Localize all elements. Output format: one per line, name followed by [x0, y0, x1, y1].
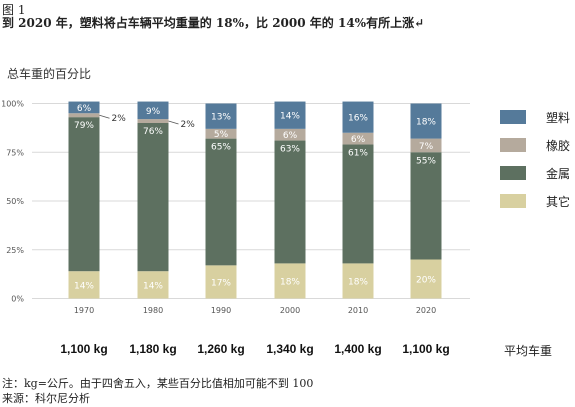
chart-note: 注：kg=公斤。由于四舍五入，某些百分比值相加可能不到 100	[2, 377, 314, 390]
data-label: 61%	[348, 148, 368, 158]
y-tick-label: 50%	[6, 197, 24, 206]
data-label: 18%	[280, 277, 300, 287]
data-label: 6%	[77, 104, 92, 114]
legend-item: 塑料	[500, 103, 570, 131]
data-label: 5%	[214, 130, 229, 140]
data-label: 2%	[181, 120, 196, 130]
bar-segment-rubber	[68, 113, 100, 118]
legend-label: 其它	[546, 194, 571, 209]
weight-label: 1,100 kg	[60, 342, 107, 356]
data-label: 6%	[283, 131, 298, 141]
data-label: 65%	[211, 143, 231, 153]
bar-segment-plastic	[137, 101, 169, 120]
y-tick-label: 0%	[11, 295, 24, 304]
bar-segment-other	[410, 259, 442, 299]
weights-row-label: 平均车重	[504, 344, 553, 358]
bar-segment-metal	[205, 138, 237, 266]
data-label: 14%	[74, 281, 94, 291]
chart-legend: 塑料 橡胶 金属 其它	[500, 103, 570, 215]
bar-segment-rubber	[205, 128, 237, 139]
legend-item: 橡胶	[500, 131, 570, 159]
bar-segment-metal	[342, 144, 374, 264]
x-tick-label: 2010	[348, 306, 368, 315]
legend-item: 金属	[500, 159, 570, 187]
legend-swatch	[500, 110, 526, 124]
y-tick-label: 75%	[6, 148, 24, 157]
data-label: 20%	[416, 276, 436, 286]
bar-segment-plastic	[274, 101, 306, 129]
bar-segment-metal	[410, 152, 442, 260]
callout-line	[99, 114, 110, 119]
bar-segment-plastic	[342, 101, 374, 133]
y-tick-label: 25%	[6, 246, 24, 255]
weight-label: 1,400 kg	[334, 342, 381, 356]
data-label: 14%	[280, 112, 300, 122]
figure-label: 图 1	[2, 3, 26, 17]
legend-label: 橡胶	[546, 138, 571, 153]
bar-segment-rubber	[410, 138, 442, 153]
data-label: 7%	[419, 142, 434, 152]
data-label: 17%	[211, 278, 231, 288]
legend-swatch	[500, 166, 526, 180]
chart-source: 来源：科尔尼分析	[2, 392, 90, 405]
callout-line	[168, 120, 179, 125]
x-tick-label: 2020	[416, 306, 436, 315]
bar-segment-plastic	[68, 101, 100, 114]
data-label: 13%	[211, 113, 231, 123]
legend-item: 其它	[500, 187, 570, 215]
data-label: 63%	[280, 145, 300, 155]
data-label: 9%	[146, 107, 161, 117]
weight-label: 1,260 kg	[197, 342, 244, 356]
legend-swatch	[500, 194, 526, 208]
data-label: 79%	[74, 121, 94, 131]
weight-label: 1,340 kg	[266, 342, 313, 356]
x-tick-label: 1990	[211, 306, 231, 315]
bar-segment-other	[205, 265, 237, 299]
bar-segment-rubber	[342, 132, 374, 145]
bar-segment-metal	[274, 140, 306, 264]
data-label: 55%	[416, 156, 436, 166]
data-label: 18%	[348, 277, 368, 287]
chart-headline: 到 2020 年，塑料将占车辆平均重量的 18%，比 2000 年的 14%有所…	[2, 16, 425, 30]
data-label: 18%	[416, 118, 436, 128]
legend-label: 金属	[546, 166, 571, 181]
bar-segment-plastic	[205, 103, 237, 129]
bar-segment-rubber	[274, 128, 306, 141]
data-label: 2%	[112, 114, 127, 124]
bar-segment-metal	[137, 123, 169, 272]
data-label: 6%	[351, 135, 366, 145]
bar-segment-other	[342, 263, 374, 299]
bar-segment-plastic	[410, 103, 442, 139]
data-label: 76%	[143, 127, 163, 137]
legend-label: 塑料	[546, 110, 571, 125]
bar-segment-other	[68, 271, 100, 299]
bar-segment-other	[137, 271, 169, 299]
x-tick-label: 1980	[143, 306, 163, 315]
bar-segment-rubber	[137, 119, 169, 123]
y-axis-title: 总车重的百分比	[7, 67, 92, 81]
data-label: 16%	[348, 114, 368, 124]
bar-segment-metal	[68, 117, 100, 272]
data-label: 14%	[143, 281, 163, 291]
weight-label: 1,180 kg	[129, 342, 176, 356]
y-tick-label: 100%	[1, 100, 24, 109]
x-tick-label: 1970	[74, 306, 94, 315]
legend-swatch	[500, 138, 526, 152]
bar-segment-other	[274, 263, 306, 299]
x-tick-label: 2000	[280, 306, 300, 315]
weight-label: 1,100 kg	[402, 342, 449, 356]
